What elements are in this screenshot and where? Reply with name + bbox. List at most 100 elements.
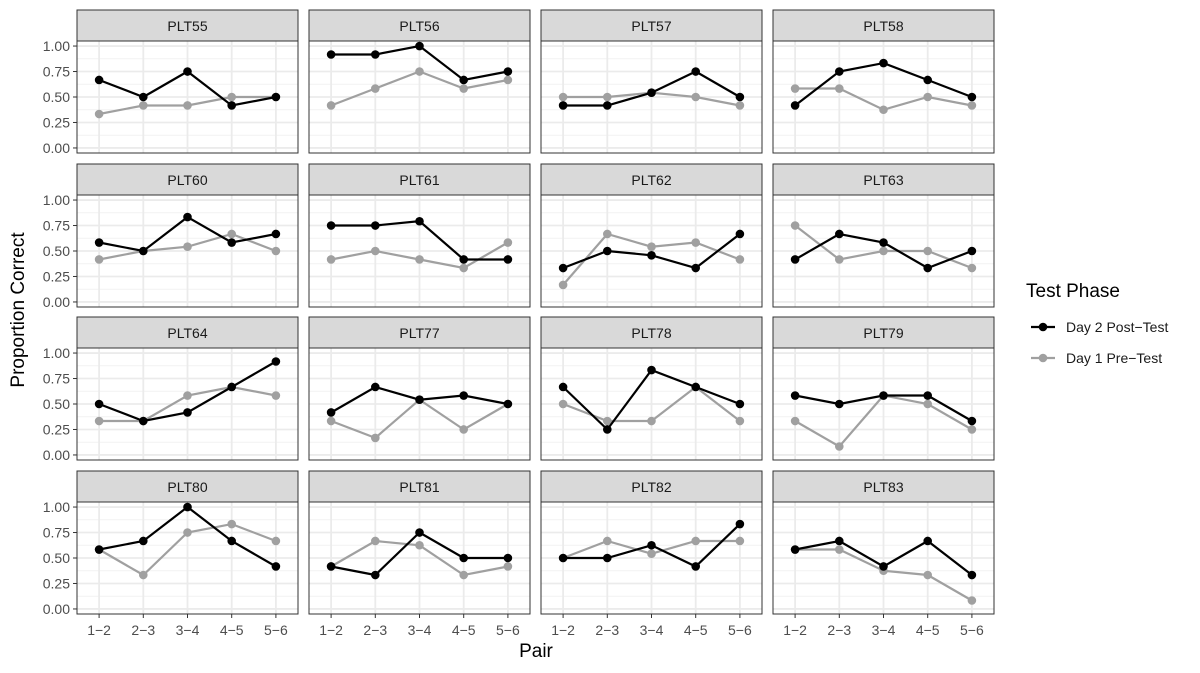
data-point-pre-test [94, 416, 104, 426]
data-point-pre-test [94, 109, 104, 119]
data-point-pre-test [790, 84, 800, 93]
data-point-pre-test [183, 391, 192, 400]
data-point-post-test [459, 255, 469, 264]
panel-plt60: PLT60 0.00 0.25 0.50 0.75 1.00 [43, 163, 299, 310]
y-tick-label: 0.75 [43, 371, 70, 387]
data-point-post-test [94, 545, 104, 554]
data-point-post-test [835, 67, 844, 76]
panel-title: PLT64 [167, 325, 207, 341]
data-point-post-test [183, 212, 192, 222]
panel-plt77: PLT77 [308, 316, 531, 461]
panel-title: PLT79 [863, 325, 903, 341]
data-point-post-test [227, 238, 236, 247]
data-point-post-test [879, 238, 888, 247]
data-point-post-test [923, 536, 932, 546]
panel-plt55: PLT55 0.00 0.25 0.50 0.75 1.00 [43, 9, 299, 156]
data-point-post-test [94, 399, 104, 409]
data-point-pre-test [271, 391, 281, 400]
data-point-pre-test [691, 92, 700, 102]
legend-label-post-test: Day 2 Post−Test [1066, 319, 1168, 335]
panel-strip [76, 470, 299, 503]
y-tick-label: 0.00 [43, 294, 70, 310]
data-point-post-test [603, 246, 612, 256]
data-point-post-test [790, 391, 800, 400]
x-tick-label: 5−6 [264, 622, 288, 638]
data-point-pre-test [503, 238, 513, 247]
data-point-pre-test [183, 528, 192, 537]
panel-strip [540, 316, 763, 349]
x-tick-label: 4−5 [452, 622, 476, 638]
data-point-post-test [558, 553, 568, 563]
data-point-post-test [967, 570, 977, 580]
x-tick-label: 2−3 [827, 622, 851, 638]
x-tick-label: 3−4 [640, 622, 664, 638]
data-point-pre-test [558, 92, 568, 102]
data-point-post-test [967, 246, 977, 256]
legend-key-point-pre-test [1038, 353, 1048, 363]
data-point-pre-test [647, 416, 656, 426]
panel-title: PLT63 [863, 172, 903, 188]
data-point-post-test [790, 545, 800, 554]
data-point-post-test [371, 570, 380, 580]
data-point-pre-test [790, 416, 800, 426]
data-point-post-test [967, 416, 977, 426]
data-point-post-test [967, 92, 977, 102]
data-point-post-test [923, 75, 932, 85]
y-tick-label: 0.50 [43, 89, 70, 105]
data-point-pre-test [603, 416, 612, 426]
data-point-post-test [835, 536, 844, 546]
data-point-pre-test [94, 255, 104, 264]
data-point-post-test [735, 519, 745, 529]
data-point-pre-test [879, 105, 888, 115]
data-point-pre-test [923, 246, 932, 256]
y-tick-label: 1.00 [43, 38, 70, 54]
panel-plt57: PLT57 [540, 9, 763, 154]
panel-border [772, 194, 995, 308]
data-point-post-test [603, 425, 612, 434]
data-point-post-test [326, 50, 336, 59]
data-point-post-test [459, 75, 469, 85]
data-point-post-test [603, 553, 612, 563]
data-point-pre-test [326, 416, 336, 426]
panel-title: PLT55 [167, 18, 207, 34]
legend-key-point-post-test [1038, 322, 1048, 332]
data-point-post-test [647, 540, 656, 550]
data-point-pre-test [967, 425, 977, 434]
data-point-post-test [326, 562, 336, 571]
data-point-post-test [691, 382, 700, 392]
data-point-post-test [691, 263, 700, 273]
data-point-pre-test [603, 92, 612, 102]
data-point-post-test [271, 229, 281, 239]
panel-plt58: PLT58 [772, 9, 995, 154]
data-point-pre-test [967, 596, 977, 605]
legend: Test Phase Day 2 Post−Test Day 1 Pre−Tes… [1026, 281, 1168, 366]
panel-strip [308, 163, 531, 196]
y-tick-label: 0.00 [43, 447, 70, 463]
y-tick-label: 0.00 [43, 140, 70, 156]
y-tick-label: 1.00 [43, 192, 70, 208]
panel-plt56: PLT56 [308, 9, 531, 154]
data-point-pre-test [371, 84, 380, 93]
panel-strip [76, 9, 299, 42]
legend-title: Test Phase [1026, 281, 1120, 302]
data-point-pre-test [647, 549, 656, 559]
data-point-post-test [735, 92, 745, 102]
panel-border [308, 40, 531, 154]
data-point-post-test [139, 536, 148, 546]
data-point-post-test [923, 391, 932, 400]
x-tick-label: 3−4 [176, 622, 200, 638]
data-point-pre-test [503, 75, 513, 85]
data-point-post-test [227, 101, 236, 110]
data-point-post-test [558, 263, 568, 273]
legend-entry-pre-test: Day 1 Pre−Test [1031, 350, 1162, 366]
x-tick-label: 4−5 [220, 622, 244, 638]
data-point-post-test [558, 382, 568, 392]
data-point-post-test [371, 382, 380, 392]
panel-strip [540, 470, 763, 503]
data-point-post-test [94, 75, 104, 85]
panel-strip [308, 316, 531, 349]
panel-strip [76, 316, 299, 349]
data-point-pre-test [183, 101, 192, 110]
panel-plt83: PLT83 1−2 2−3 3−4 4−5 5−6 [772, 470, 995, 638]
